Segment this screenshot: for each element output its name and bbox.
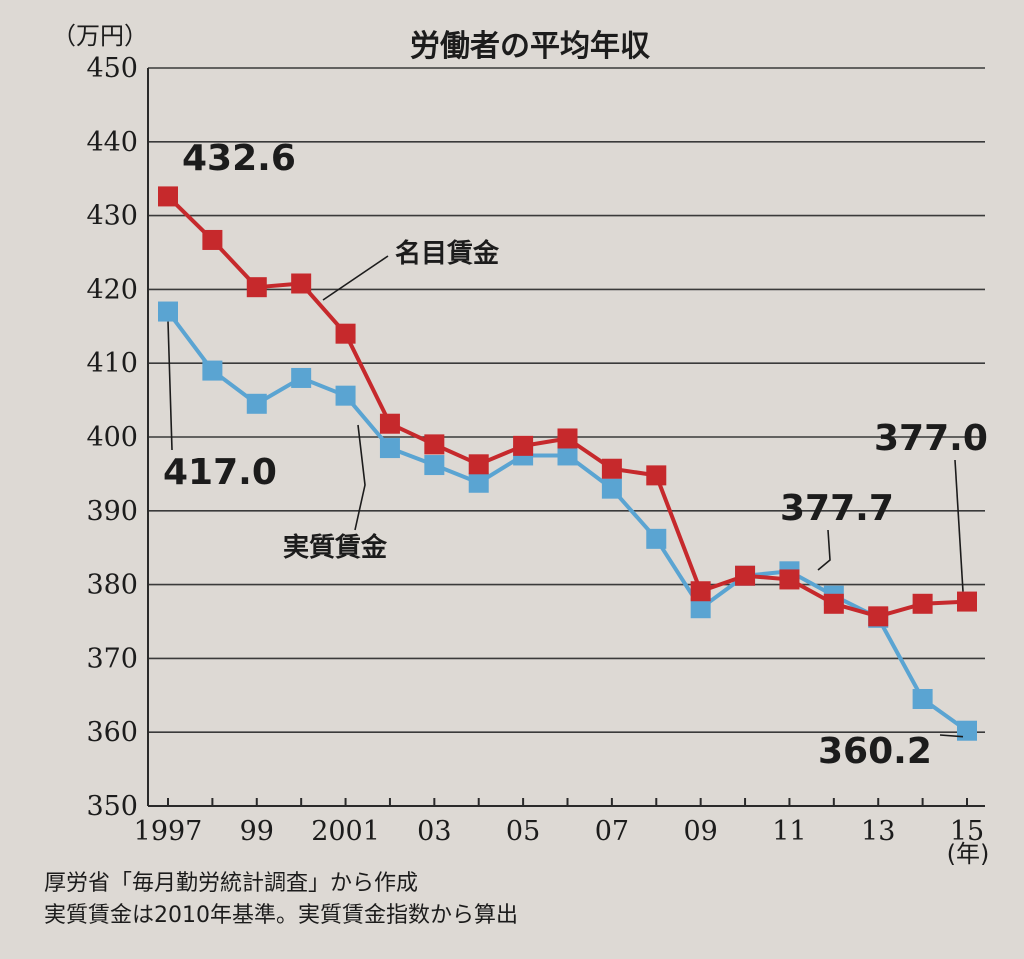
y-tick-label: 430 xyxy=(86,201,138,232)
data-point xyxy=(957,720,977,741)
y-tick-label: 380 xyxy=(86,570,138,601)
x-tick-label: 13 xyxy=(861,816,895,847)
data-point xyxy=(557,428,578,449)
data-point xyxy=(424,455,445,476)
data-point xyxy=(868,606,889,627)
series xyxy=(158,186,977,741)
data-point xyxy=(246,393,267,414)
y-tick-label: 450 xyxy=(86,53,138,84)
y-tick-label: 400 xyxy=(86,422,138,453)
data-label-nominal-2015: 377.7 xyxy=(780,488,894,529)
y-tick-label: 360 xyxy=(86,717,138,748)
x-tick-label: 2001 xyxy=(311,816,380,847)
data-point xyxy=(424,434,445,455)
data-point xyxy=(246,277,267,298)
series-label-nominal: 名目賃金 xyxy=(395,238,500,269)
y-tick-label: 350 xyxy=(86,791,138,822)
source-note: 厚労省「毎月勤労統計調査」から作成 xyxy=(44,871,418,896)
data-point xyxy=(335,323,356,344)
data-point xyxy=(957,591,977,612)
data-point xyxy=(735,565,756,586)
y-tick-label: 440 xyxy=(86,127,138,158)
data-point xyxy=(291,367,312,388)
x-tick-label: 09 xyxy=(683,816,717,847)
series-nominal xyxy=(158,186,977,627)
data-point xyxy=(557,445,578,466)
y-tick-label: 390 xyxy=(86,496,138,527)
axes xyxy=(147,68,985,807)
data-point xyxy=(912,593,933,614)
base-year-note: 実質賃金は2010年基準。実質賃金指数から算出 xyxy=(44,903,518,928)
chart-title: 労働者の平均年収 xyxy=(410,29,651,64)
y-unit-label: （万円） xyxy=(52,22,148,50)
x-tick-label: 11 xyxy=(772,816,806,847)
data-point xyxy=(779,569,800,590)
x-tick-label: 07 xyxy=(595,816,629,847)
data-point xyxy=(912,688,933,709)
data-point xyxy=(291,273,312,294)
data-point xyxy=(468,472,489,493)
data-point xyxy=(601,478,622,499)
y-tick-label: 370 xyxy=(86,643,138,674)
x-tick-label: 05 xyxy=(506,816,540,847)
y-tick-labels: 350 360 370 380 390 400 410 420 430 440 450 xyxy=(86,53,138,822)
x-unit-label: (年) xyxy=(947,840,990,868)
series-label-real: 実質賃金 xyxy=(283,532,388,563)
x-tick-label: 15 xyxy=(950,816,984,847)
leader-nominal-2015 xyxy=(954,459,964,592)
data-label-real-1997: 417.0 xyxy=(163,452,277,493)
leader-nominal-label xyxy=(322,255,389,301)
x-tick-label: 03 xyxy=(417,816,451,847)
leader-real-2011 xyxy=(817,529,831,571)
x-tick-labels: 1997 99 2001 03 05 07 09 11 13 15 xyxy=(134,816,985,847)
data-point xyxy=(379,413,400,434)
x-tick-label: 1997 xyxy=(134,816,203,847)
data-label-real-2015: 360.2 xyxy=(818,731,932,772)
data-point xyxy=(690,581,711,602)
data-point xyxy=(202,360,223,381)
data-point xyxy=(646,528,667,549)
data-point xyxy=(468,454,489,475)
data-point xyxy=(158,301,178,322)
leader-lines xyxy=(167,255,964,738)
data-point xyxy=(823,593,844,614)
y-tick-label: 420 xyxy=(86,274,138,305)
data-label-real-2011: 377.0 xyxy=(874,418,988,459)
data-point xyxy=(690,598,711,619)
data-label-nominal-1997: 432.6 xyxy=(182,138,296,179)
x-tick-label: 99 xyxy=(240,816,274,847)
data-point xyxy=(158,186,178,207)
leader-real-2015-label xyxy=(939,734,964,738)
leader-real-label xyxy=(354,424,366,531)
data-point xyxy=(379,438,400,459)
y-tick-label: 410 xyxy=(86,348,138,379)
leader-real-1997 xyxy=(167,321,173,451)
data-point xyxy=(513,435,534,456)
data-point xyxy=(646,465,667,486)
data-point xyxy=(601,458,622,479)
data-point xyxy=(335,385,356,406)
data-point xyxy=(202,229,223,250)
